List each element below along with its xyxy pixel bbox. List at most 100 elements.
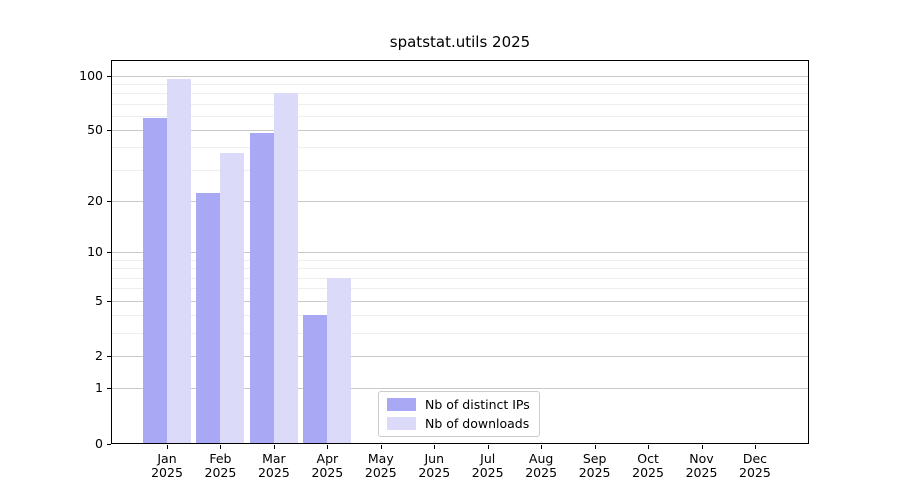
x-tick-month: Aug (528, 450, 554, 466)
y-tick-label: 100 (79, 67, 103, 83)
x-tick-year: 2025 (418, 465, 451, 480)
bar (249, 133, 274, 444)
x-tick-mark (167, 444, 168, 449)
y-tick-label: 50 (87, 121, 103, 137)
x-tick-label: Apr 2025 (297, 450, 357, 481)
bar (196, 193, 221, 444)
legend-label: Nb of downloads (425, 416, 530, 431)
minor-gridline (111, 259, 809, 261)
x-tick-mark (273, 444, 275, 449)
y-tick-mark (107, 75, 111, 77)
x-tick-label: May 2025 (351, 450, 411, 481)
major-gridline (111, 200, 809, 202)
x-tick-label: Mar 2025 (244, 450, 304, 481)
minor-gridline (111, 115, 809, 117)
x-tick-mark (327, 444, 329, 449)
minor-gridline (111, 332, 809, 334)
x-tick-label: Oct 2025 (618, 450, 678, 481)
minor-gridline (111, 288, 809, 290)
legend-entry: Nb of downloads (387, 416, 530, 431)
x-tick-label: Jun 2025 (404, 450, 464, 481)
minor-gridline (111, 315, 809, 317)
y-tick-label: 20 (87, 192, 103, 208)
x-tick-year: 2025 (364, 465, 397, 480)
y-tick-label: 10 (87, 244, 103, 260)
x-tick-month: Apr (316, 450, 339, 466)
major-gridline (111, 300, 809, 302)
x-tick-year: 2025 (578, 465, 611, 480)
legend-entry: Nb of distinct IPs (387, 397, 530, 412)
major-gridline (111, 355, 809, 357)
legend-label: Nb of distinct IPs (425, 397, 530, 412)
y-tick-mark (107, 252, 111, 254)
x-tick-year: 2025 (632, 465, 664, 480)
x-tick-mark (220, 444, 222, 449)
x-tick-mark (380, 444, 382, 449)
bar (327, 277, 352, 444)
y-tick-label: 0 (95, 435, 103, 451)
y-tick-label: 1 (95, 380, 103, 396)
x-tick-year: 2025 (739, 465, 771, 480)
minor-gridline (111, 103, 809, 105)
x-tick-label: Sep 2025 (565, 450, 625, 481)
x-tick-mark (701, 444, 703, 449)
y-tick-mark (107, 129, 111, 131)
minor-gridline (111, 169, 809, 171)
x-tick-month: Feb (209, 450, 232, 466)
bar (143, 118, 167, 444)
major-gridline (111, 252, 809, 254)
x-tick-year: 2025 (204, 465, 237, 480)
x-tick-month: Mar (262, 450, 286, 466)
x-tick-year: 2025 (685, 465, 718, 480)
minor-gridline (111, 93, 809, 95)
y-tick-mark (107, 388, 111, 390)
x-tick-mark (594, 444, 596, 449)
y-tick-mark (107, 200, 111, 202)
x-tick-month: Oct (637, 450, 659, 466)
x-tick-month: Dec (742, 450, 768, 466)
legend: Nb of distinct IPs Nb of downloads (378, 391, 540, 437)
x-tick-label: Aug 2025 (511, 450, 571, 481)
x-tick-month: Sep (582, 450, 607, 466)
x-tick-mark (754, 444, 756, 449)
x-tick-year: 2025 (311, 465, 344, 480)
minor-gridline (111, 268, 809, 270)
x-tick-label: Jan 2025 (137, 450, 197, 481)
bar (303, 315, 328, 444)
x-tick-year: 2025 (257, 465, 290, 480)
x-tick-label: Nov 2025 (672, 450, 732, 481)
x-tick-month: May (367, 450, 394, 466)
major-gridline (111, 129, 809, 131)
x-tick-label: Feb 2025 (190, 450, 250, 481)
bar (273, 93, 298, 444)
bar (167, 78, 191, 444)
x-tick-month: Nov (689, 450, 714, 466)
x-tick-year: 2025 (525, 465, 558, 480)
x-tick-label: Dec 2025 (725, 450, 785, 481)
chart-title: spatstat.utils 2025 (389, 33, 531, 51)
x-tick-mark (648, 444, 650, 449)
y-tick-mark (107, 443, 111, 445)
x-tick-label: Jul 2025 (458, 450, 518, 481)
x-tick-month: Jan (157, 450, 177, 466)
plot-area: Nb of distinct IPs Nb of downloads (111, 60, 809, 444)
y-tick-mark (107, 355, 111, 357)
bar (220, 153, 245, 444)
x-tick-month: Jun (424, 450, 445, 466)
x-tick-month: Jul (480, 450, 496, 466)
legend-swatch (387, 398, 416, 411)
x-tick-mark (434, 444, 436, 449)
minor-gridline (111, 277, 809, 279)
x-tick-year: 2025 (151, 465, 183, 480)
major-gridline (111, 388, 809, 390)
y-tick-label: 5 (95, 292, 103, 308)
minor-gridline (111, 147, 809, 149)
major-gridline (111, 75, 809, 77)
x-tick-year: 2025 (471, 465, 504, 480)
y-tick-mark (107, 300, 111, 302)
x-tick-mark (541, 444, 543, 449)
minor-gridline (111, 83, 809, 85)
y-tick-label: 2 (95, 347, 103, 363)
legend-swatch (387, 417, 416, 430)
